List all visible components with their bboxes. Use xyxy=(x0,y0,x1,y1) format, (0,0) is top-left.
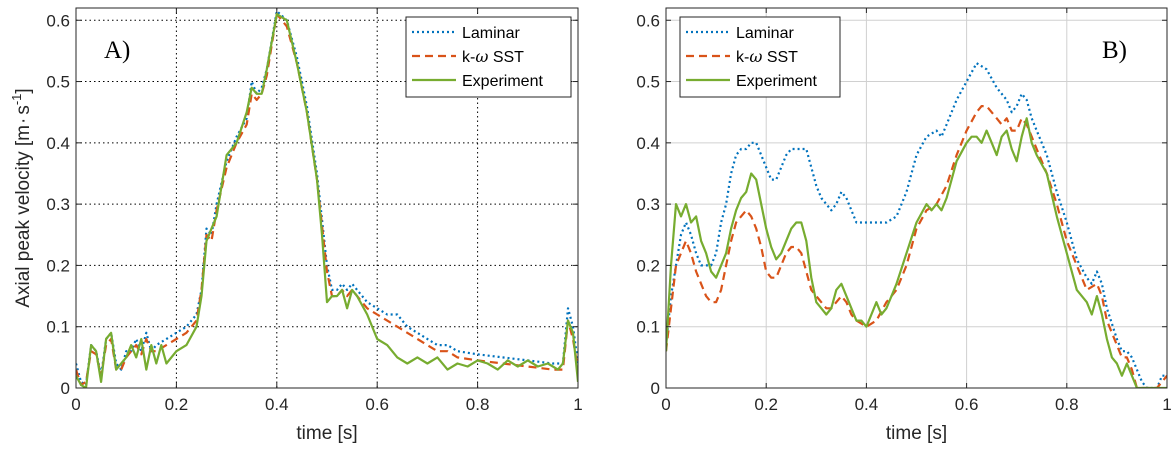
x-axis-label: time [s] xyxy=(296,423,357,444)
y-tick-label: 0.4 xyxy=(46,134,70,153)
x-tick-label: 0 xyxy=(71,395,80,414)
legend-label: k-ω SST xyxy=(736,47,798,66)
series-line-solid xyxy=(666,117,1167,388)
x-tick-label: 0.4 xyxy=(265,395,289,414)
legend-label: Experiment xyxy=(462,73,543,90)
panel-b: 0 0.2 0.4 0.6 0.8 1 0 0.1 0.2 0.3 0.4 0.5 0.6 time [s… xyxy=(636,7,1172,444)
legend: Laminar k-ω SST Experiment xyxy=(405,16,572,98)
y-tick-label: 0.6 xyxy=(46,11,70,30)
y-tick-label: 0 xyxy=(61,379,70,398)
legend-label: Laminar xyxy=(462,25,520,42)
y-tick-label: 0.5 xyxy=(636,73,660,92)
x-tick-label: 1 xyxy=(1162,395,1171,414)
x-tick-label: 0.2 xyxy=(754,395,778,414)
y-tick-label: 0.5 xyxy=(46,73,70,92)
axes-box xyxy=(75,7,579,389)
y-tick-label: 0.2 xyxy=(636,256,660,275)
series-line-dotted xyxy=(76,10,578,386)
y-tick-label: 0.3 xyxy=(636,195,660,214)
axes-box xyxy=(665,7,1168,389)
y-tick-label: 0 xyxy=(651,379,660,398)
legend-box xyxy=(405,16,572,98)
panel-label: A) xyxy=(104,37,130,64)
panel-label: B) xyxy=(1102,37,1127,64)
x-tick-label: 0.6 xyxy=(365,395,389,414)
y-tick-label: 0.4 xyxy=(636,134,660,153)
panel-a: 0 0.2 0.4 0.6 0.8 1 0 0.1 0.2 0.3 0.4 0.5 0.6 time [s… xyxy=(9,7,583,444)
y-tick-label: 0.1 xyxy=(636,318,660,337)
x-tick-label: 1 xyxy=(573,395,582,414)
series-line-dotted xyxy=(666,62,1167,388)
x-tick-label: 0 xyxy=(661,395,670,414)
y-axis-label: Axial peak velocity [m·s-1] xyxy=(9,88,34,307)
legend-label: k-ω SST xyxy=(462,47,524,66)
series-line-solid xyxy=(76,13,578,388)
y-tick-label: 0.3 xyxy=(46,195,70,214)
legend: Laminar k-ω SST Experiment xyxy=(679,16,841,98)
legend-label: Laminar xyxy=(736,25,794,42)
y-tick-label: 0.1 xyxy=(46,318,70,337)
x-tick-label: 0.8 xyxy=(1055,395,1079,414)
x-tick-label: 0.2 xyxy=(165,395,189,414)
x-axis-label: time [s] xyxy=(886,423,947,444)
series-line-dashed xyxy=(666,105,1167,388)
y-tick-label: 0.2 xyxy=(46,256,70,275)
x-tick-label: 0.6 xyxy=(955,395,979,414)
x-tick-label: 0.4 xyxy=(855,395,879,414)
y-tick-label: 0.6 xyxy=(636,11,660,30)
x-tick-label: 0.8 xyxy=(466,395,490,414)
legend-label: Experiment xyxy=(736,73,817,90)
